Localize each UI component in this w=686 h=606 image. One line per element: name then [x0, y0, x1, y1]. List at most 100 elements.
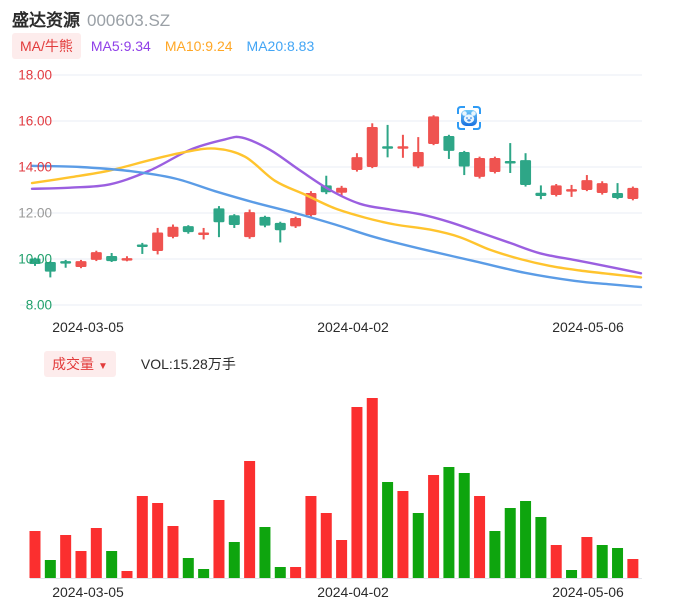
volume-type-badge[interactable]: 成交量 ▼ [44, 351, 116, 377]
y-axis-tick: 16.00 [18, 114, 52, 129]
candle-body [351, 157, 363, 170]
volume-bar [474, 496, 486, 578]
volume-bar [627, 559, 639, 578]
volume-bar [581, 537, 593, 578]
candle-body [550, 185, 562, 196]
volume-bar [458, 473, 470, 578]
ma-bullbear-badge[interactable]: MA/牛熊 [12, 33, 81, 59]
volume-bar [136, 496, 148, 578]
ma5-line [30, 135, 643, 275]
volume-bar [612, 548, 624, 578]
candle-body [29, 258, 41, 265]
y-axis-tick: 10.00 [18, 252, 52, 267]
volume-bar [596, 545, 608, 578]
candle-body [213, 208, 225, 223]
volume-bar [29, 531, 41, 578]
ma20-line [30, 164, 643, 289]
volume-bar [351, 407, 363, 578]
candle-body [290, 218, 302, 227]
candle-body [121, 258, 133, 261]
dropdown-arrow-icon: ▼ [98, 361, 108, 372]
candle-body [412, 152, 424, 167]
candle-body [274, 222, 286, 231]
candlestick-series [29, 115, 639, 278]
x-axis-label: 2024-04-02 [317, 319, 389, 335]
price-y-axis: 18.00 16.00 14.00 12.00 10.00 8.00 [18, 68, 52, 313]
volume-type-label: 成交量 [52, 356, 94, 372]
candle-body [106, 256, 118, 262]
marker-selection-corners [457, 106, 481, 130]
candle-body [44, 261, 56, 272]
candle-body [596, 183, 608, 193]
volume-bar [504, 508, 516, 578]
volume-bar [366, 398, 378, 578]
stock-name: 盛达资源 [12, 11, 80, 30]
volume-bar [60, 535, 72, 578]
volume-bar [550, 545, 562, 578]
window-header: 盛达资源 000603.SZ [12, 6, 170, 31]
volume-bar [75, 551, 87, 578]
ma10-line [30, 147, 643, 279]
candle-body [504, 161, 516, 164]
volume-bar [290, 567, 302, 578]
volume-bar [106, 551, 118, 578]
x-axis-label: 2024-03-05 [52, 319, 124, 335]
volume-header: 成交量 ▼ VOL:15.28万手 [44, 351, 236, 377]
volume-bar [382, 482, 394, 578]
ma5-legend-label: MA5:9.34 [90, 38, 151, 54]
volume-bar [305, 496, 317, 578]
candle-body [382, 146, 394, 149]
volume-bar [213, 500, 225, 578]
volume-bar [121, 571, 133, 578]
volume-bar [259, 527, 271, 578]
volume-x-axis: 2024-03-05 2024-04-02 2024-05-06 [0, 584, 686, 602]
candle-body [75, 261, 87, 268]
volume-bar [198, 569, 210, 578]
candle-body [90, 252, 102, 260]
volume-bar [44, 560, 56, 578]
volume-bar [336, 540, 348, 578]
y-axis-tick: 12.00 [18, 206, 52, 221]
volume-bar [489, 531, 501, 578]
ma20-legend-label: MA20:8.83 [246, 38, 315, 54]
candle-body [198, 232, 210, 236]
volume-series [29, 398, 642, 579]
volume-bar [397, 491, 409, 578]
y-axis-tick: 18.00 [18, 68, 52, 83]
candle-body [60, 261, 72, 264]
volume-bar [244, 461, 256, 578]
stock-code: 000603.SZ [87, 11, 171, 30]
x-axis-label: 2024-05-06 [552, 584, 624, 600]
candle-body [336, 187, 348, 193]
candle-body [489, 158, 501, 173]
volume-bar [412, 513, 424, 578]
volume-bar [90, 528, 102, 578]
candle-body [397, 146, 409, 149]
volume-bar [228, 542, 240, 578]
x-axis-label: 2024-04-02 [317, 584, 389, 600]
candle-body [136, 244, 148, 248]
candle-body [244, 212, 256, 238]
volume-bar [182, 558, 194, 578]
bull-bear-marker-icon[interactable] [457, 106, 481, 130]
volume-bar [566, 570, 578, 578]
ma-lines [30, 135, 643, 289]
volume-bar [535, 517, 547, 578]
volume-bar [320, 513, 332, 578]
volume-value: VOL:15.28万手 [140, 356, 236, 372]
volume-bar [443, 467, 455, 578]
volume-bar [428, 475, 440, 578]
candle-body [627, 187, 639, 199]
ma-legend: MA/牛熊 MA5:9.34 MA10:9.24 MA20:8.83 [12, 33, 314, 59]
x-axis-label: 2024-03-05 [52, 584, 124, 600]
x-axis-label: 2024-05-06 [552, 319, 624, 335]
ma10-legend-label: MA10:9.24 [164, 38, 233, 54]
volume-bar [167, 526, 179, 578]
candle-body [182, 226, 194, 233]
candle-body [458, 152, 470, 167]
candle-body [474, 158, 486, 177]
volume-bar [274, 567, 286, 578]
volume-bar [152, 503, 164, 578]
